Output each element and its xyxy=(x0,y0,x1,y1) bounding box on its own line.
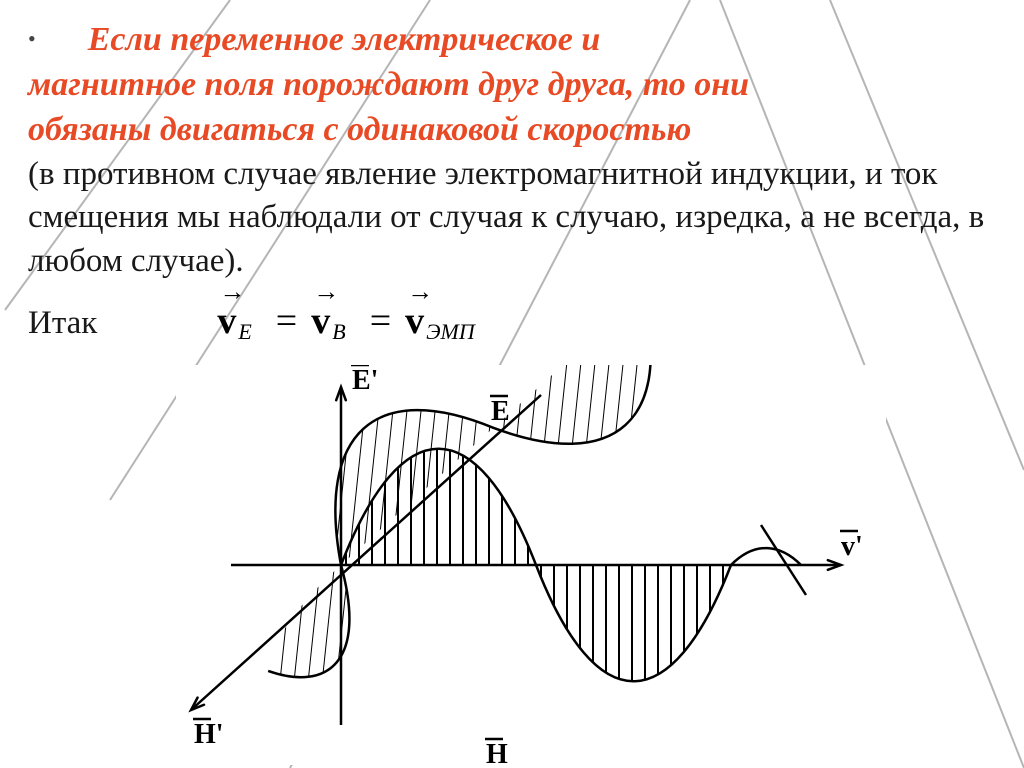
svg-text:H: H xyxy=(486,739,508,765)
vec-vEMP: →v xyxy=(405,287,424,343)
em-wave-diagram: E' Ev' H H' xyxy=(176,365,886,765)
body-3: любом случае). xyxy=(28,240,988,284)
headline-1: Если переменное электрическое и xyxy=(88,18,988,63)
velocity-equation: →vE = →vB = →vЭМП xyxy=(217,287,484,343)
svg-text:E': E' xyxy=(352,365,378,396)
headline-3: обязаны двигаться с одинаковой скоростью xyxy=(28,108,988,153)
bullet-dot: • xyxy=(28,28,36,50)
body-1: (в противном случае явление электромагни… xyxy=(28,153,988,197)
svg-text:v': v' xyxy=(841,531,863,562)
slide-content: • Если переменное электрическое и магнит… xyxy=(0,0,1024,343)
svg-text:E: E xyxy=(491,396,510,427)
svg-text:H': H' xyxy=(194,719,224,750)
vec-vB: →v xyxy=(311,287,330,343)
itak-label: Итак xyxy=(28,305,97,342)
body-2: смещения мы наблюдали от случая к случаю… xyxy=(28,196,988,240)
vec-vE: →v xyxy=(217,287,236,343)
headline-2: магнитное поля порождают друг друга, то … xyxy=(28,63,988,108)
